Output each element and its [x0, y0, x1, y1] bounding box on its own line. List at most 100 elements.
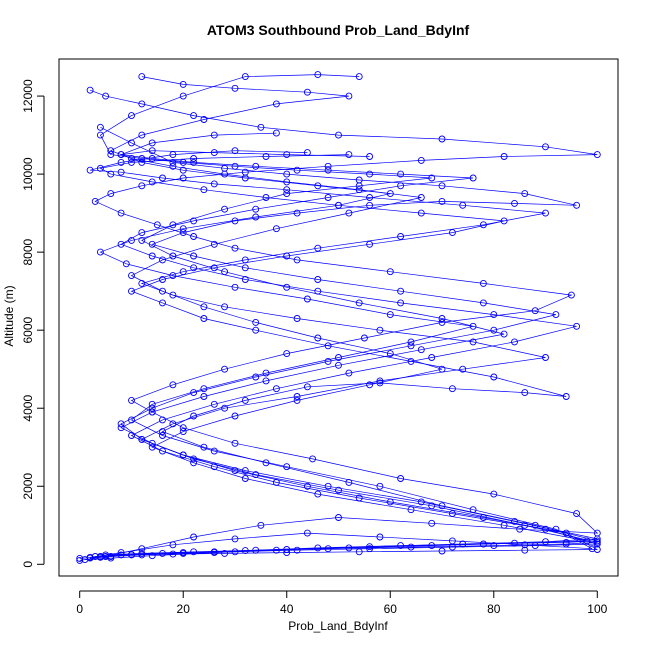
data-point: [490, 490, 498, 498]
data-point: [355, 182, 363, 190]
data-point: [324, 482, 332, 490]
data-point: [117, 424, 125, 432]
data-point: [521, 546, 529, 554]
data-point: [511, 338, 518, 346]
data-point: [283, 170, 291, 178]
data-point: [397, 170, 405, 178]
data-point: [293, 396, 301, 404]
x-tick-label: 80: [487, 602, 501, 616]
data-point: [252, 326, 260, 334]
data-point: [91, 197, 99, 205]
data-point: [96, 123, 104, 131]
data-point: [303, 482, 311, 490]
data-point: [153, 221, 161, 229]
data-point: [241, 475, 249, 482]
data-point: [366, 381, 374, 389]
data-point: [562, 540, 570, 548]
data-point: [159, 432, 166, 439]
data-point: [417, 498, 425, 506]
data-point: [86, 166, 94, 174]
data-point: [407, 342, 415, 350]
data-point: [148, 252, 156, 260]
data-point: [397, 287, 405, 295]
data-point: [314, 244, 322, 252]
data-point: [314, 276, 322, 283]
data-point: [303, 88, 311, 96]
data-point: [159, 174, 166, 182]
data-point: [117, 151, 125, 159]
data-point: [293, 315, 301, 322]
data-point: [366, 194, 374, 201]
data-point: [107, 147, 115, 155]
data-point: [531, 542, 539, 550]
data-point: [231, 535, 239, 543]
data-point: [107, 170, 115, 178]
data-point: [397, 299, 405, 307]
data-point: [148, 408, 156, 416]
y-tick-label: 4000: [21, 395, 35, 422]
data-point: [469, 338, 477, 346]
data-point: [117, 158, 125, 166]
data-point: [593, 535, 601, 543]
data-point: [210, 548, 218, 556]
data-point: [76, 556, 84, 564]
data-point: [376, 533, 384, 541]
data-point: [241, 73, 249, 81]
data-point: [428, 354, 436, 361]
data-point: [272, 100, 280, 108]
data-point: [128, 272, 135, 280]
data-point: [314, 71, 322, 79]
data-point: [159, 447, 166, 455]
x-tick-label: 100: [587, 602, 607, 616]
data-point: [272, 546, 280, 554]
data-layer: [76, 71, 601, 564]
data-point: [179, 451, 187, 459]
data-point: [190, 455, 198, 463]
data-point: [179, 166, 187, 174]
data-point: [562, 529, 570, 537]
data-point: [490, 311, 498, 319]
data-point: [138, 549, 146, 557]
data-point: [469, 174, 477, 182]
data-point: [303, 383, 311, 391]
data-point: [117, 209, 125, 217]
data-point: [169, 221, 177, 229]
data-point: [397, 475, 405, 482]
data-point: [345, 151, 353, 159]
y-tick-label: 12000: [21, 79, 35, 113]
data-point: [272, 129, 280, 137]
data-point: [500, 217, 508, 225]
data-point: [231, 217, 239, 225]
y-tick-label: 2000: [21, 473, 35, 500]
data-point: [138, 100, 146, 108]
data-point: [562, 393, 570, 400]
data-point: [283, 190, 291, 198]
data-point: [210, 400, 218, 408]
x-tick-label: 40: [280, 602, 294, 616]
data-point: [428, 502, 436, 510]
data-point: [159, 428, 166, 436]
data-point: [386, 350, 394, 358]
data-point: [210, 180, 218, 188]
data-point: [210, 447, 218, 455]
data-point: [221, 404, 229, 412]
series-line-8: [99, 74, 598, 556]
data-point: [96, 131, 104, 139]
data-point: [335, 486, 342, 494]
data-point: [148, 400, 156, 408]
data-point: [117, 420, 125, 428]
data-point: [91, 553, 99, 560]
data-point: [231, 548, 239, 556]
data-point: [179, 229, 187, 237]
data-point: [490, 542, 498, 550]
data-point: [107, 151, 115, 159]
data-point: [335, 131, 342, 139]
data-point: [345, 478, 353, 486]
data-point: [190, 459, 198, 467]
data-point: [479, 279, 487, 287]
data-point: [241, 264, 249, 272]
data-point: [159, 287, 166, 295]
data-point: [200, 116, 208, 123]
data-point: [169, 158, 177, 166]
data-point: [231, 244, 239, 252]
